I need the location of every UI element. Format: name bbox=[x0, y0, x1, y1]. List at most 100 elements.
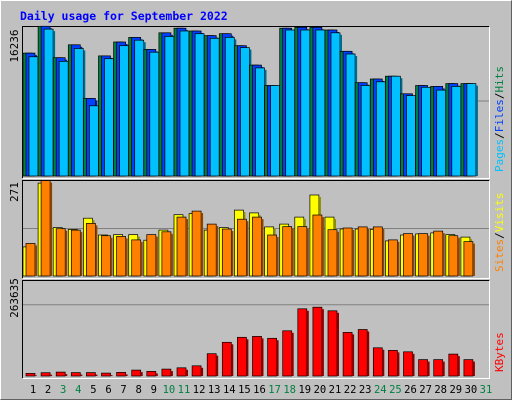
x-tick-label: 16 bbox=[253, 384, 266, 396]
bar-visits-sites-day-28 bbox=[433, 230, 445, 277]
legend-item: / bbox=[493, 132, 506, 139]
bar-hits-pages-day-30 bbox=[466, 83, 478, 177]
legend-hits: Pages/Files/Hits bbox=[493, 66, 506, 172]
bar-visits-sites-day-5 bbox=[86, 223, 98, 277]
x-tick-label: 27 bbox=[419, 384, 432, 396]
x-tick-label: 22 bbox=[344, 384, 357, 396]
bar-visits-sites-day-9 bbox=[146, 234, 158, 277]
x-tick-label: 4 bbox=[75, 384, 81, 396]
bar-visits-sites-day-6 bbox=[101, 235, 113, 277]
bar-visits-sites-day-22 bbox=[342, 227, 355, 277]
bar-visits-sites-day-25 bbox=[388, 239, 400, 277]
bar-visits-sites-day-27 bbox=[418, 233, 430, 277]
x-tick-label: 30 bbox=[465, 384, 478, 396]
bar-kbytes-kbytes-day-6 bbox=[101, 372, 113, 377]
bar-visits-sites-day-4 bbox=[70, 229, 83, 277]
bar-kbytes-kbytes-day-22 bbox=[342, 332, 355, 377]
bar-visits-sites-day-13 bbox=[206, 223, 219, 277]
legend-item: Visits bbox=[493, 193, 506, 233]
x-tick-label: 10 bbox=[163, 384, 176, 396]
x-axis-labels: 1 2 3 4 5 6 7 8 9 10 11 12 13 14 15 16 17 18 19 20 21 22 23 24 2… bbox=[30, 384, 492, 396]
legend-item: Files bbox=[493, 99, 506, 132]
x-tick-label: 23 bbox=[359, 384, 372, 396]
bar-kbytes-kbytes-day-14 bbox=[221, 341, 234, 377]
bar-visits-sites-day-15 bbox=[237, 218, 249, 277]
x-tick-label: 15 bbox=[238, 384, 251, 396]
bar-kbytes-kbytes-day-17 bbox=[267, 337, 279, 377]
x-tick-label: 7 bbox=[120, 384, 126, 396]
x-tick-label: 26 bbox=[404, 384, 417, 396]
bar-kbytes-kbytes-day-24 bbox=[372, 347, 385, 377]
x-tick-label: 1 bbox=[30, 384, 36, 396]
bar-kbytes-kbytes-day-28 bbox=[433, 359, 445, 377]
x-tick-label: 28 bbox=[434, 384, 447, 396]
bar-kbytes-kbytes-day-4 bbox=[70, 372, 83, 377]
bar-kbytes-kbytes-day-27 bbox=[418, 359, 430, 377]
bar-visits-sites-day-8 bbox=[131, 239, 143, 277]
legend-item: Hits bbox=[493, 66, 506, 93]
x-tick-label: 9 bbox=[151, 384, 157, 396]
x-tick-label: 6 bbox=[105, 384, 111, 396]
bar-kbytes-kbytes-day-11 bbox=[176, 367, 188, 377]
legend-item: Sites bbox=[493, 239, 506, 272]
x-tick-label: 21 bbox=[329, 384, 342, 396]
bar-kbytes-kbytes-day-16 bbox=[252, 336, 264, 377]
bar-kbytes-kbytes-day-5 bbox=[86, 372, 98, 377]
bar-kbytes-kbytes-day-2 bbox=[40, 372, 53, 377]
bar-visits-sites-day-10 bbox=[161, 231, 173, 277]
bar-kbytes-kbytes-day-29 bbox=[448, 353, 460, 377]
legend-visits: Sites/Visits bbox=[493, 193, 506, 273]
bar-visits-sites-day-16 bbox=[252, 216, 264, 277]
legend-item: / bbox=[493, 93, 506, 100]
x-tick-label: 8 bbox=[136, 384, 142, 396]
x-tick-label: 31 bbox=[480, 384, 493, 396]
bar-visits-sites-day-12 bbox=[191, 210, 204, 277]
x-tick-label: 14 bbox=[223, 384, 236, 396]
bar-kbytes-kbytes-day-20 bbox=[312, 306, 324, 377]
x-tick-label: 29 bbox=[449, 384, 462, 396]
bar-kbytes-kbytes-day-8 bbox=[131, 369, 143, 377]
bar-visits-sites-day-30 bbox=[463, 241, 475, 277]
x-tick-label: 12 bbox=[193, 384, 206, 396]
bar-kbytes-kbytes-day-9 bbox=[146, 371, 158, 377]
bars bbox=[22, 25, 478, 377]
bar-kbytes-kbytes-day-1 bbox=[25, 373, 37, 377]
bar-visits-sites-day-11 bbox=[176, 216, 188, 277]
bar-visits-sites-day-21 bbox=[327, 229, 339, 277]
bar-kbytes-kbytes-day-18 bbox=[282, 330, 294, 377]
legend-item: Pages bbox=[493, 139, 506, 172]
bar-kbytes-kbytes-day-30 bbox=[463, 359, 475, 377]
x-tick-label: 5 bbox=[90, 384, 96, 396]
visits-max-label: 271 bbox=[8, 182, 21, 202]
x-tick-label: 19 bbox=[298, 384, 311, 396]
bar-visits-sites-day-23 bbox=[357, 226, 370, 277]
bar-visits-sites-day-2 bbox=[40, 180, 53, 277]
bar-visits-sites-day-3 bbox=[55, 228, 68, 277]
bar-kbytes-kbytes-day-19 bbox=[297, 308, 309, 377]
bar-kbytes-kbytes-day-12 bbox=[191, 365, 204, 377]
x-tick-label: 11 bbox=[178, 384, 191, 396]
legend-kbytes: KBytes bbox=[493, 332, 506, 372]
bar-kbytes-kbytes-day-15 bbox=[237, 336, 249, 377]
x-tick-label: 24 bbox=[374, 384, 387, 396]
bar-visits-sites-day-14 bbox=[221, 228, 234, 277]
x-tick-label: 18 bbox=[283, 384, 296, 396]
x-tick-label: 20 bbox=[314, 384, 327, 396]
bar-kbytes-kbytes-day-7 bbox=[116, 372, 128, 377]
bar-visits-sites-day-19 bbox=[297, 226, 309, 277]
bar-visits-sites-day-1 bbox=[25, 243, 37, 277]
x-tick-label: 17 bbox=[268, 384, 281, 396]
legend-item: KBytes bbox=[493, 332, 506, 372]
x-tick-label: 13 bbox=[208, 384, 221, 396]
bar-kbytes-kbytes-day-13 bbox=[206, 353, 219, 377]
x-tick-label: 2 bbox=[45, 384, 51, 396]
kbytes-max-label: 263635 bbox=[8, 278, 21, 318]
chart-title: Daily usage for September 2022 bbox=[20, 9, 228, 23]
bar-visits-sites-day-20 bbox=[312, 214, 324, 277]
bar-visits-sites-day-18 bbox=[282, 226, 294, 277]
x-tick-label: 25 bbox=[389, 384, 402, 396]
hits-max-label: 16236 bbox=[8, 29, 21, 62]
